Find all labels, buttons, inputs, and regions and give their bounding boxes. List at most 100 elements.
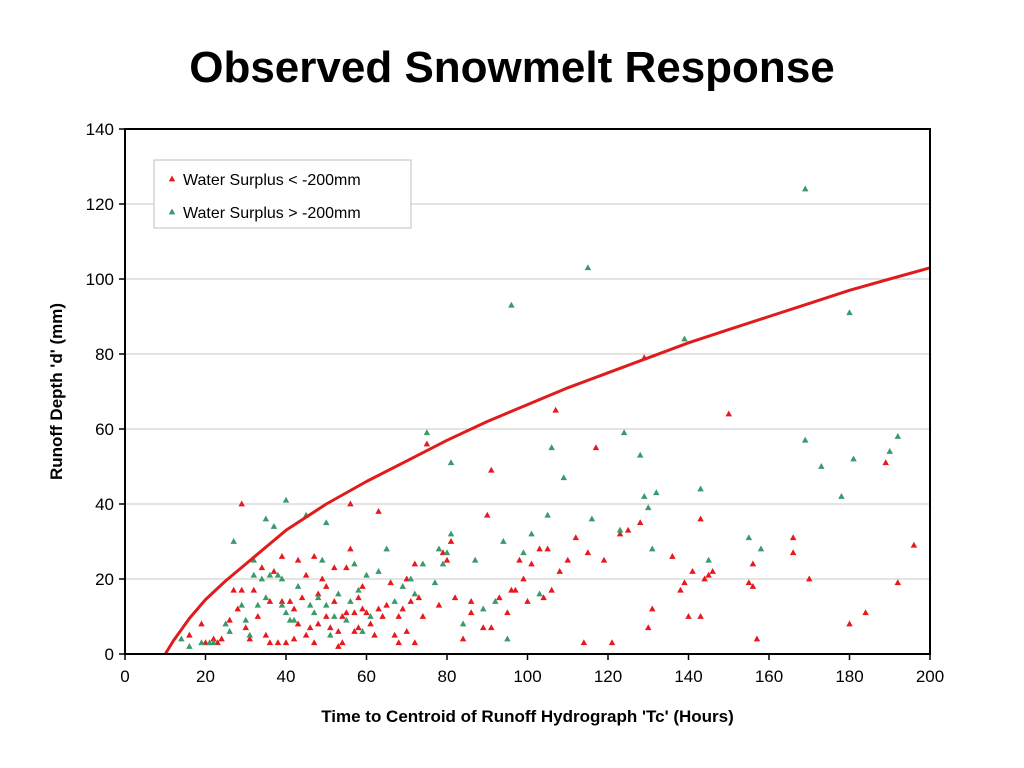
green-triangle-point: [435, 545, 443, 552]
red-triangle-point: [789, 534, 797, 541]
green-triangle-point: [355, 586, 362, 593]
red-triangle-point: [882, 459, 889, 466]
red-triangle-point: [544, 545, 551, 552]
green-triangle-point: [492, 597, 499, 604]
green-triangle-point: [327, 631, 334, 638]
green-triangle-point: [757, 545, 765, 552]
red-triangle-point: [685, 612, 692, 619]
red-triangle-point: [572, 534, 580, 541]
x-tick-label: 0: [120, 667, 129, 686]
green-triangle-point: [645, 504, 652, 511]
y-tick-label: 60: [95, 420, 114, 439]
green-triangle-point: [471, 556, 479, 563]
red-triangle-point: [323, 582, 330, 589]
red-triangle-point: [407, 597, 415, 604]
legend-marker-red-triangle: [168, 175, 176, 182]
green-triangle-point: [818, 462, 825, 469]
red-triangle-point: [298, 594, 306, 601]
y-tick-label: 120: [86, 195, 114, 214]
red-triangle-point: [351, 627, 358, 634]
red-triangle-point: [600, 556, 608, 563]
green-triangle-point: [335, 590, 342, 597]
legend-box: [153, 159, 412, 229]
green-triangle-point: [198, 639, 205, 646]
y-tick-label: 80: [95, 345, 114, 364]
red-triangle-point: [238, 500, 245, 507]
legend-marker-green-triangle: [168, 208, 176, 215]
red-triangle-point: [302, 571, 310, 578]
green-triangle-point: [447, 459, 455, 466]
red-triangle-point: [789, 549, 797, 556]
green-triangle-point: [850, 455, 857, 462]
red-triangle-point: [520, 575, 527, 582]
green-triangle-point: [383, 545, 390, 552]
red-triangle-point: [327, 624, 334, 631]
red-triangle-point: [359, 605, 366, 612]
red-triangle-point: [290, 605, 298, 612]
red-triangle-point: [310, 552, 318, 559]
green-triangle-point: [242, 616, 249, 623]
red-triangle-point: [910, 541, 918, 548]
red-triangle-point: [496, 594, 503, 601]
red-triangle-point: [310, 639, 318, 646]
green-triangle-point: [246, 631, 254, 638]
green-triangle-point: [331, 612, 338, 619]
red-triangle-point: [210, 635, 217, 642]
x-axis-title: Time to Centroid of Runoff Hydrograph 'T…: [321, 707, 734, 726]
red-triangle-point: [302, 631, 310, 638]
green-triangle-point: [230, 537, 237, 544]
red-triangle-point: [186, 631, 193, 638]
green-triangle-point: [238, 601, 245, 608]
x-tick-label: 80: [438, 667, 457, 686]
fit-curve-layer: [164, 266, 931, 655]
red-triangle-point: [278, 552, 286, 559]
x-tick-label: 140: [674, 667, 702, 686]
red-triangle-point: [343, 564, 350, 571]
red-triangle-point: [636, 519, 644, 526]
green-triangle-point: [310, 609, 318, 616]
red-triangle-point: [339, 612, 346, 619]
red-triangle-point: [548, 586, 555, 593]
green-triangle-point: [705, 556, 712, 563]
y-axis-title: Runoff Depth 'd' (mm): [47, 303, 66, 480]
red-triangle-point: [262, 631, 270, 638]
green-triangle-point: [439, 560, 447, 567]
green-triangle-point: [375, 567, 382, 574]
red-triangle-point: [479, 624, 487, 631]
red-triangle-point: [290, 635, 298, 642]
green-triangle-point: [278, 575, 286, 582]
red-triangle-point: [504, 609, 511, 616]
green-triangle-point: [318, 556, 326, 563]
green-triangle-point: [894, 432, 902, 439]
red-triangle-point: [411, 560, 419, 567]
page-title: Observed Snowmelt Response: [189, 43, 835, 92]
green-triangle-point: [443, 549, 451, 556]
red-triangle-point: [226, 616, 233, 623]
green-triangle-point: [367, 612, 374, 619]
red-triangle-point: [278, 597, 286, 604]
x-tick-label: 100: [513, 667, 541, 686]
green-triangle-point: [886, 447, 893, 454]
legend: Water Surplus < -200mm Water Surplus > -…: [153, 159, 412, 229]
red-triangle-point: [580, 639, 588, 646]
red-triangle-point: [230, 586, 237, 593]
red-triangle-point: [395, 612, 402, 619]
green-triangle-point: [250, 556, 258, 563]
axis-ticks: 0 20 40 60 80 100 120 140 160 180 200 0 20 40 60 80 100 1…: [86, 120, 945, 686]
red-triangle-point: [524, 597, 531, 604]
red-triangle-point: [238, 586, 245, 593]
green-triangle-point: [697, 485, 704, 492]
green-triangle-point: [210, 639, 217, 646]
red-triangle-point: [266, 597, 274, 604]
green-triangle-point: [294, 582, 302, 589]
red-triangle-point: [488, 624, 495, 631]
red-triangle-point: [725, 410, 732, 417]
red-triangle-point: [624, 526, 632, 533]
green-triangle-point: [363, 571, 370, 578]
red-triangle-point: [447, 537, 455, 544]
green-triangle-point: [520, 549, 527, 556]
red-triangle-point: [435, 601, 443, 608]
green-triangle-point: [649, 545, 656, 552]
